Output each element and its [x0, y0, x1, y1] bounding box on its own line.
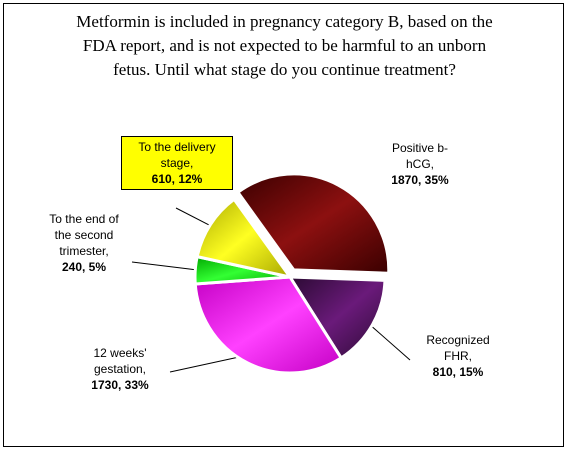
slice-label-value: 610, 12%: [151, 172, 203, 186]
slice-label-category-line-2: the second: [54, 228, 114, 242]
slice-label-value: 1870, 35%: [391, 173, 449, 187]
chart-title-line-2: FDA report, and is not expected to be ha…: [82, 36, 487, 55]
slice-label-category-line-2: gestation,: [93, 362, 147, 376]
chart-title: Metformin is included in pregnancy categ…: [20, 10, 549, 82]
slice-label-category-line-2: hCG,: [405, 157, 434, 171]
pie-slice-recognized-fhr: [288, 275, 387, 360]
slice-label-delivery-stage: To the delivery stage, 610, 12%: [121, 136, 233, 190]
slice-label-value: 810, 15%: [432, 365, 484, 379]
slice-label-positive-bhcg: Positive b- hCG, 1870, 35%: [372, 140, 468, 188]
slice-label-category-line-1: Positive b-: [391, 141, 449, 155]
slice-label-end-second-trimester: To the end of the second trimester, 240,…: [36, 211, 132, 275]
slice-label-value: 1730, 33%: [91, 378, 149, 392]
slice-label-category-line-2: FHR,: [444, 349, 472, 363]
slice-label-category-line-1: 12 weeks': [93, 346, 147, 360]
pie-slice-delivery-stage: [195, 197, 292, 279]
slice-label-category-line-2: stage,: [160, 156, 194, 170]
pie-slice-12-weeks-gestation: [193, 275, 343, 375]
slice-label-recognized-fhr: Recognized FHR, 810, 15%: [410, 332, 506, 380]
pie-slice-positive-bhcg: [236, 172, 391, 275]
pie-slices: [193, 172, 391, 375]
slice-label-category-line-3: trimester,: [59, 244, 109, 258]
chart-title-line-3: fetus. Until what stage do you continue …: [113, 60, 456, 79]
chart-title-line-1: Metformin is included in pregnancy categ…: [76, 12, 493, 31]
slice-label-value: 240, 5%: [61, 260, 107, 274]
slice-label-12-weeks-gestation: 12 weeks' gestation, 1730, 33%: [74, 345, 166, 393]
slice-label-category-line-1: Recognized: [426, 333, 490, 347]
slice-label-category-line-1: To the delivery: [138, 140, 216, 154]
leader-line-end-second-trimester: [131, 261, 205, 272]
slice-label-category-line-1: To the end of: [49, 212, 119, 226]
